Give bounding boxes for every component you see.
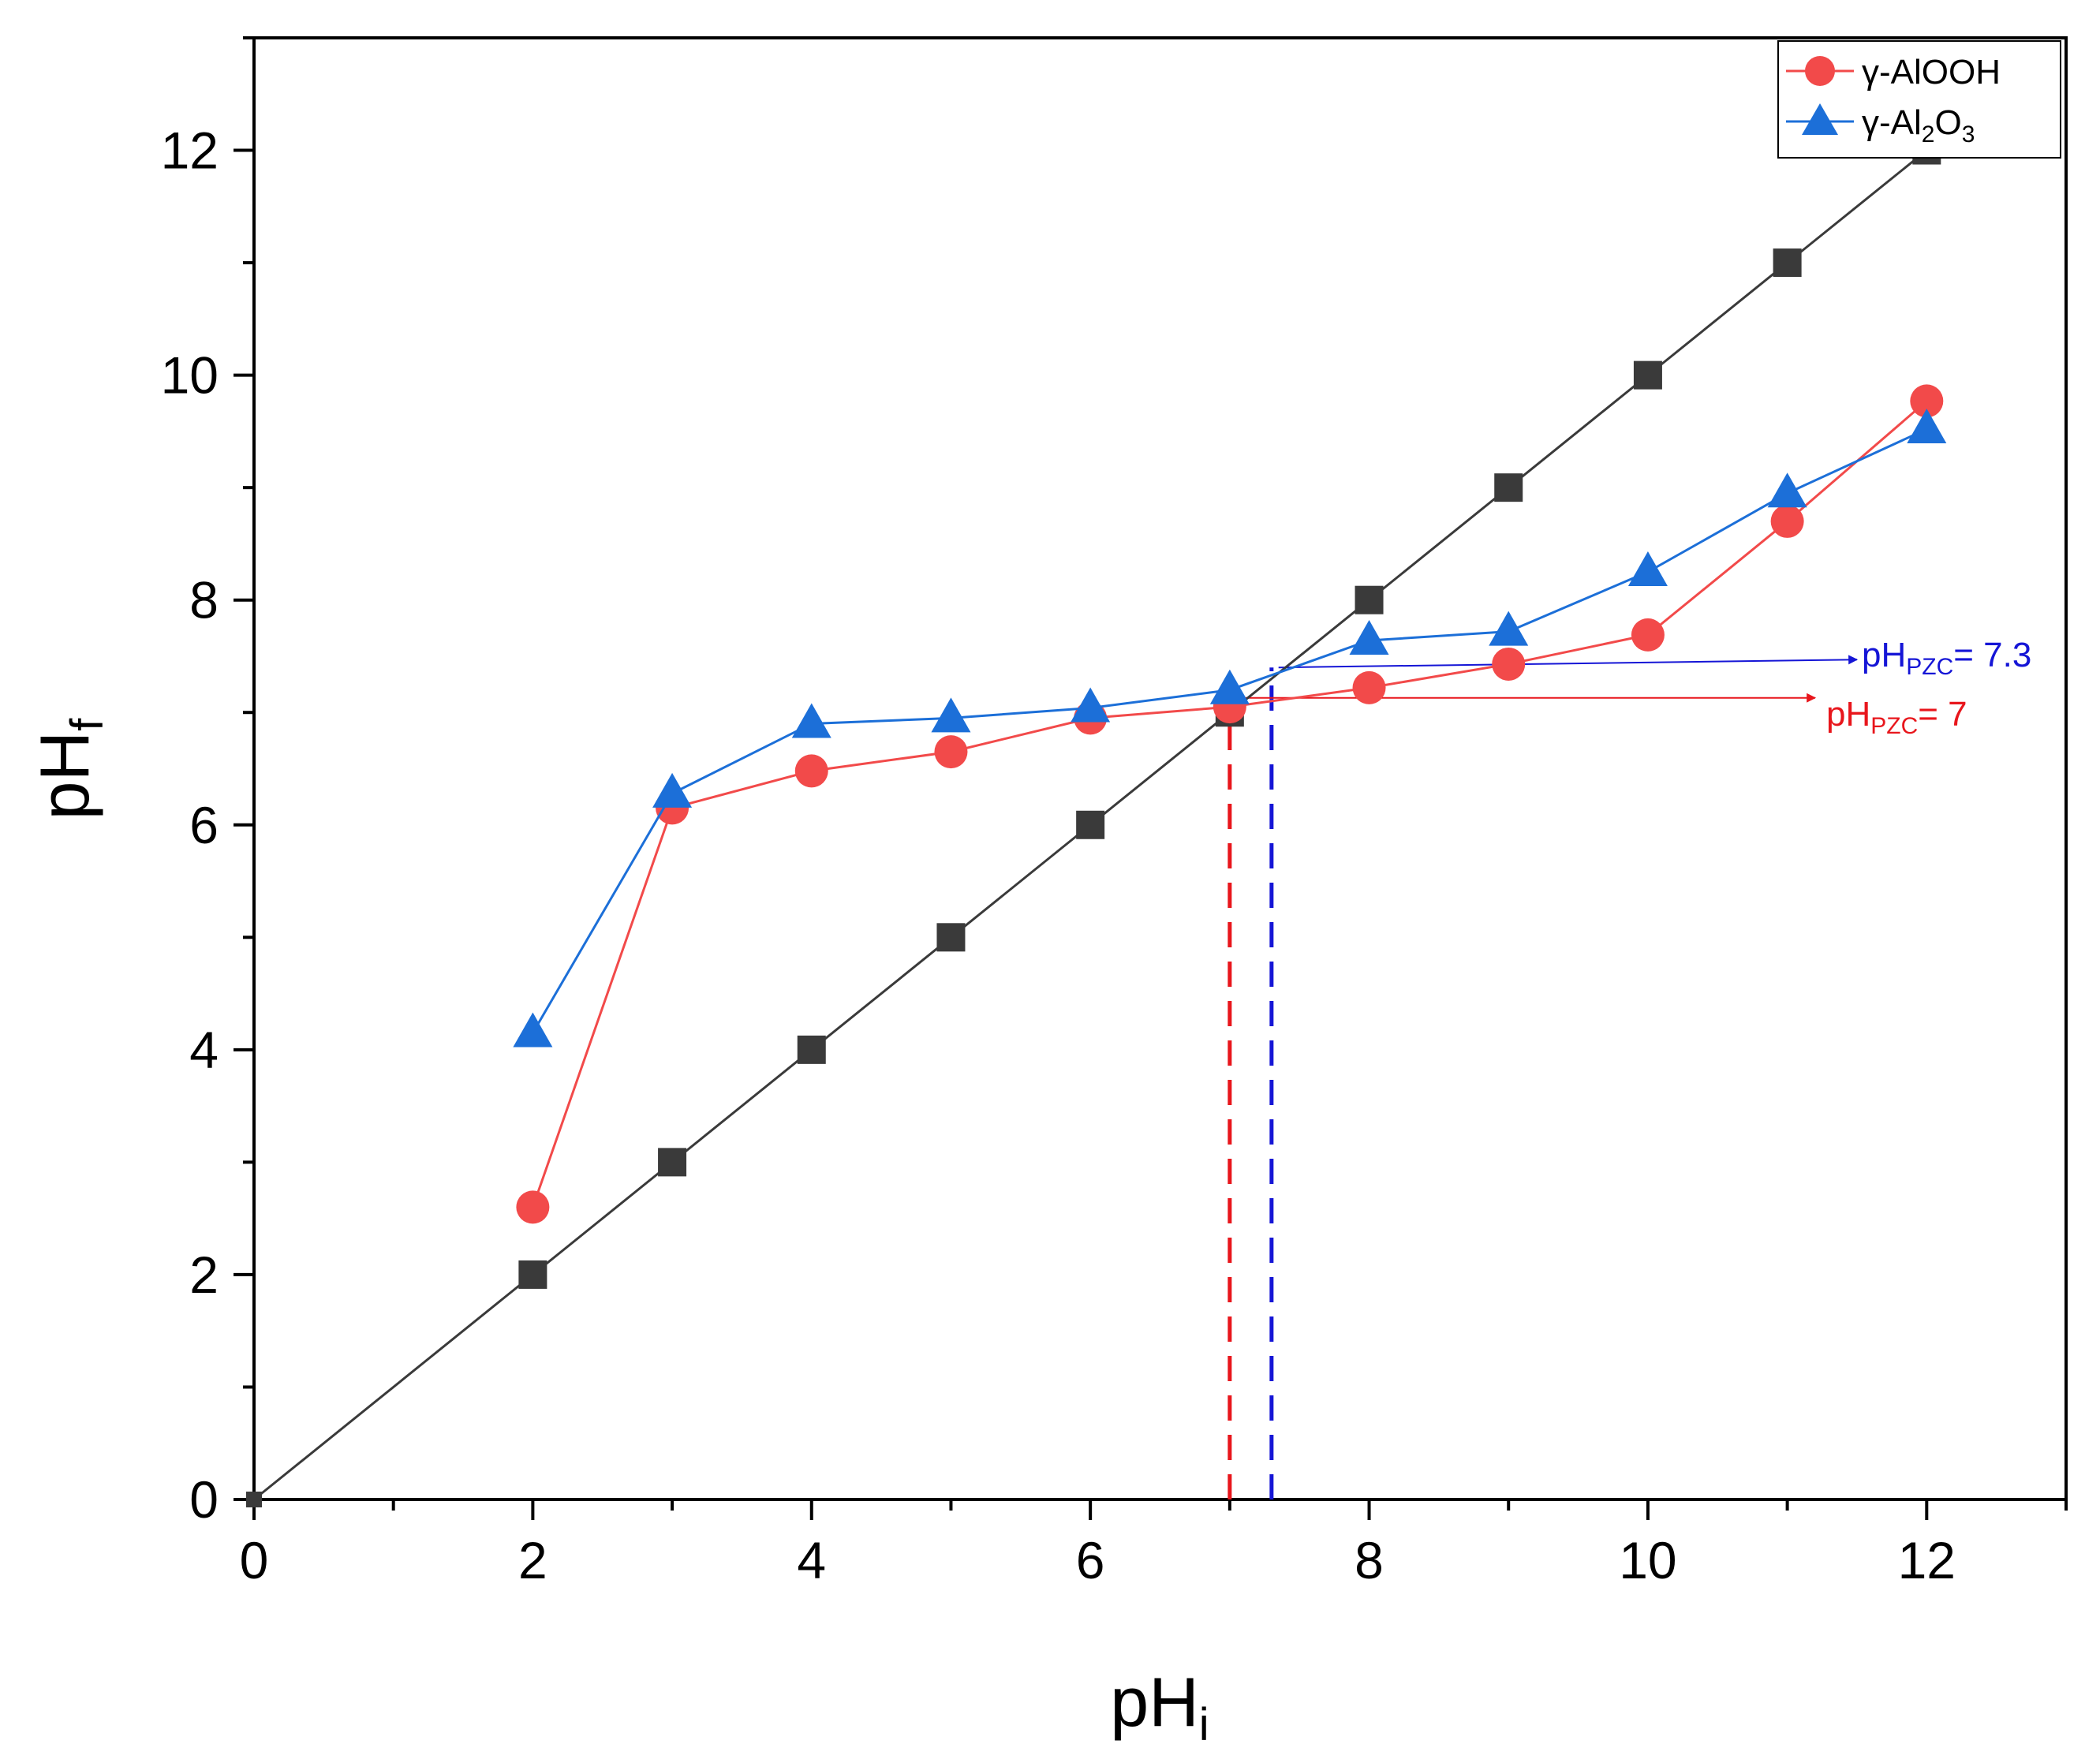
data-point-triangle — [1209, 669, 1250, 704]
data-point-triangle — [1627, 551, 1668, 587]
pzc-label-blue-sub: PZC — [1906, 654, 1953, 680]
data-point-square — [1355, 585, 1384, 614]
pzc-label-blue: pHPZC= 7.3 — [1862, 636, 2031, 680]
data-point-triangle — [1489, 611, 1529, 646]
data-point-square — [1773, 248, 1802, 278]
legend-label-al2o3-part1: γ-Al — [1862, 103, 1922, 142]
x-tick-label: 10 — [1619, 1531, 1676, 1589]
legend-marker-al2o3 — [1802, 103, 1838, 135]
legend: γ-AlOOH γ-Al2O3 — [1777, 40, 2061, 159]
x-axis-title-main: pH — [1110, 1663, 1199, 1741]
x-axis-title: pHi — [1110, 1663, 1209, 1750]
legend-label-alooh: γ-AlOOH — [1862, 53, 2001, 91]
data-point-square — [518, 1260, 547, 1289]
data-point-square — [797, 1035, 826, 1064]
series-line-0 — [253, 149, 1928, 1501]
plot-frame — [252, 36, 2068, 1501]
legend-marker-alooh — [1805, 56, 1835, 86]
x-tick-label: 12 — [1898, 1531, 1956, 1589]
y-axis-title-main: pH — [25, 731, 103, 820]
data-point-triangle — [1767, 472, 1807, 508]
data-point-circle — [1770, 504, 1804, 538]
axis-ticks: 0 2 4 6 8 10 12 0 2 4 6 8 10 12 — [161, 36, 2068, 1589]
legend-label-al2o3-part2: O — [1934, 103, 1961, 142]
legend-label-al2o3-sub1: 2 — [1922, 121, 1935, 148]
pzc-label-red: pHPZC= 7 — [1826, 695, 1967, 739]
data-point-triangle — [1907, 409, 1947, 444]
y-tick-label: 12 — [161, 121, 219, 180]
pzc-label-red-sub: PZC — [1870, 713, 1918, 739]
data-point-square — [658, 1148, 687, 1177]
data-point-triangle — [791, 703, 831, 738]
data-point-circle — [1631, 618, 1665, 652]
y-tick-label: 4 — [189, 1021, 219, 1079]
data-point-circle — [1492, 647, 1526, 681]
data-point-triangle — [931, 697, 971, 733]
data-point-square — [1633, 360, 1662, 390]
data-point-circle — [1910, 384, 1944, 418]
x-tick-label: 0 — [240, 1531, 269, 1589]
y-tick-label: 0 — [189, 1470, 219, 1529]
legend-label-al2o3-sub2: 3 — [1962, 121, 1975, 148]
y-tick-label: 2 — [189, 1245, 219, 1304]
y-tick-label: 8 — [189, 571, 219, 629]
data-point-square — [1494, 473, 1523, 502]
x-tick-label: 8 — [1355, 1531, 1384, 1589]
data-point-triangle — [1349, 620, 1389, 655]
pzc-label-red-main: pH — [1826, 695, 1870, 734]
data-point-triangle — [1071, 687, 1111, 723]
x-axis-title-sub: i — [1199, 1699, 1209, 1750]
series-layer — [246, 136, 1947, 1507]
pzc-label-red-value: = 7 — [1918, 695, 1967, 734]
blue-pzc-arrow — [1278, 655, 1859, 669]
data-point-circle — [1352, 670, 1386, 704]
data-point-triangle — [652, 772, 693, 808]
data-point-circle — [794, 754, 828, 788]
legend-label-al2o3: γ-Al2O3 — [1862, 103, 1975, 148]
y-axis-title: pHf — [25, 718, 113, 820]
data-point-triangle — [513, 1012, 553, 1048]
pzc-label-blue-main: pH — [1862, 636, 1906, 674]
data-point-square — [246, 1492, 262, 1507]
data-point-square — [1076, 810, 1105, 839]
y-tick-label: 6 — [189, 796, 219, 854]
pzc-label-blue-value: = 7.3 — [1953, 636, 2031, 674]
pzc-guides — [1227, 655, 1859, 1499]
data-point-square — [936, 923, 966, 952]
y-axis-title-sub: f — [62, 718, 113, 731]
x-tick-label: 6 — [1076, 1531, 1105, 1589]
y-tick-label: 10 — [161, 346, 219, 405]
data-point-circle — [516, 1190, 550, 1224]
data-point-circle — [934, 735, 968, 769]
x-tick-label: 4 — [797, 1531, 826, 1589]
x-tick-label: 2 — [518, 1531, 547, 1589]
